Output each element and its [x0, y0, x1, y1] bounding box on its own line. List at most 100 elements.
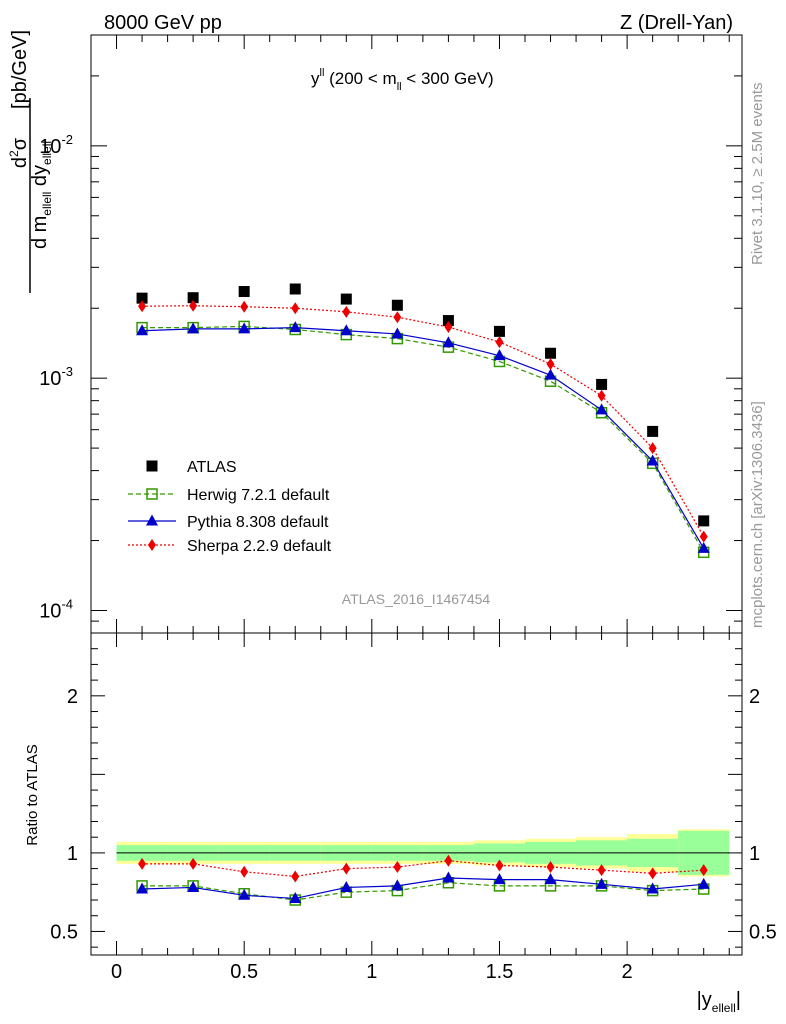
atlas-point: [238, 286, 250, 298]
rivet-label: Rivet 3.1.10, ≥ 2.5M events: [749, 83, 766, 266]
ratio-pythia-point: [697, 877, 710, 889]
atlas-point: [136, 292, 148, 304]
sherpa-point: [648, 442, 657, 455]
sherpa-point: [138, 300, 147, 313]
header-right: Z (Drell-Yan): [620, 12, 733, 34]
atlas-point: [545, 347, 557, 359]
pythia-point: [595, 403, 608, 415]
ratio-sherpa-point: [393, 861, 402, 874]
ratio-y-axis-label: Ratio to ATLAS: [24, 744, 41, 845]
y-tick-label: 10-2: [39, 132, 73, 158]
y-tick-label: 10-4: [39, 596, 73, 622]
x-tick-label: 2: [622, 961, 633, 983]
pythia-point: [544, 368, 557, 380]
sherpa-point: [393, 311, 402, 324]
atlas-point: [493, 325, 505, 337]
ratio-pythia-point: [493, 873, 506, 885]
ratio-pythia-point: [238, 888, 251, 900]
sherpa-point: [546, 358, 555, 371]
pythia-line: [142, 327, 705, 549]
ratio-pythia-point: [595, 877, 608, 889]
x-tick-label: 0: [111, 961, 122, 983]
y-tick-label: 10-3: [39, 364, 73, 390]
ratio-pythia-point: [136, 882, 149, 894]
main-y-axis-label: d2σ d mellell dyellell [pb/GeV]: [7, 30, 54, 293]
atlas-point: [647, 425, 659, 437]
pythia-point: [697, 541, 710, 553]
ratio-pythia-point: [646, 882, 659, 894]
pythia-point: [238, 322, 251, 334]
atlas-point: [442, 315, 454, 327]
ratio-pythia-point: [289, 891, 302, 903]
ratio-y-tick-label: 1: [67, 843, 78, 865]
pythia-point: [391, 327, 404, 339]
pythia-point: [646, 454, 659, 466]
ratio-pythia-point: [340, 880, 353, 892]
ratio-y-tick-label-right: 1: [749, 843, 760, 865]
ratio-pythia-point: [187, 880, 200, 892]
x-tick-label: 0.5: [230, 961, 258, 983]
legend-marker-pythia: [146, 514, 158, 526]
legend-label-atlas: ATLAS: [187, 459, 237, 476]
ratio-y-tick-label-right: 0.5: [749, 921, 777, 943]
legend-label-pythia: Pythia 8.308 default: [187, 514, 329, 531]
ratio-pythia-line: [142, 877, 704, 900]
svg-text:d mellell dyellell: d mellell dyellell: [29, 141, 54, 249]
analysis-watermark: ATLAS_2016_I1467454: [342, 591, 491, 607]
pythia-point: [136, 324, 149, 336]
legend-marker-sherpa: [148, 539, 156, 551]
legend-marker-herwig: [146, 488, 158, 500]
x-tick-label: 1.5: [486, 961, 514, 983]
atlas-point: [391, 299, 403, 311]
atlas-point: [289, 283, 301, 295]
main-title: yll (200 < mll < 300 GeV): [311, 67, 494, 93]
ratio-sherpa-point: [240, 865, 249, 878]
ratio-y-tick-label: 0.5: [50, 921, 78, 943]
sherpa-point: [699, 530, 708, 543]
atlas-point: [187, 292, 199, 304]
ratio-y-tick-label: 2: [67, 686, 78, 708]
ratio-sherpa-point: [495, 859, 504, 872]
ratio-pythia-point: [391, 879, 404, 891]
ratio-frame: [90, 632, 743, 956]
pythia-point: [187, 322, 200, 334]
atlas-point: [340, 293, 352, 305]
svg-text:|yellell|: |yellell|: [697, 989, 741, 1015]
ratio-sherpa-point: [444, 854, 453, 867]
ratio-pythia-point: [544, 873, 557, 885]
sherpa-point: [291, 302, 300, 315]
ratio-herwig-line: [142, 882, 704, 901]
mcplots-label: mcplots.cern.ch [arXiv:1306.3436]: [749, 401, 766, 628]
sherpa-point: [342, 305, 351, 318]
legend-label-sherpa: Sherpa 2.2.9 default: [187, 538, 332, 555]
pythia-point: [340, 324, 353, 336]
pythia-point: [442, 336, 455, 348]
main-panel: 10-4 10-3 10-2 ATLAS_2016_I1467454 ATLAS Herw…: [39, 34, 743, 955]
ratio-sherpa-point: [291, 870, 300, 883]
x-tick-label: 1: [366, 961, 377, 983]
ratio-pythia-point: [442, 871, 455, 883]
legend-marker-atlas: [146, 460, 158, 472]
ratio-sherpa-point: [189, 857, 198, 870]
svg-text:d2σ: d2σ: [7, 137, 31, 168]
legend-label-herwig: Herwig 7.2.1 default: [187, 487, 330, 504]
svg-text:yll (200 < mll < 300 GeV): yll (200 < mll < 300 GeV): [311, 67, 494, 93]
herwig-line: [142, 325, 705, 553]
sherpa-point: [597, 389, 606, 402]
sherpa-point: [495, 336, 504, 349]
sherpa-line: [142, 305, 705, 537]
atlas-point: [698, 515, 710, 527]
x-axis-label: |yellell|: [697, 989, 741, 1015]
ratio-sherpa-point: [546, 861, 555, 874]
header-left: 8000 GeV pp: [104, 12, 222, 34]
ratio-panel: 0 0.5 1 1.5 2 0.5 0.5 1 1 2 2: [50, 632, 777, 983]
ratio-sherpa-point: [138, 857, 147, 870]
pythia-point: [289, 321, 302, 333]
sherpa-point: [444, 321, 453, 334]
pythia-point: [493, 349, 506, 361]
sherpa-point: [189, 299, 198, 312]
ratio-y-tick-label-right: 2: [749, 686, 760, 708]
ratio-sherpa-point: [699, 864, 708, 877]
ratio-sherpa-point: [597, 864, 606, 877]
